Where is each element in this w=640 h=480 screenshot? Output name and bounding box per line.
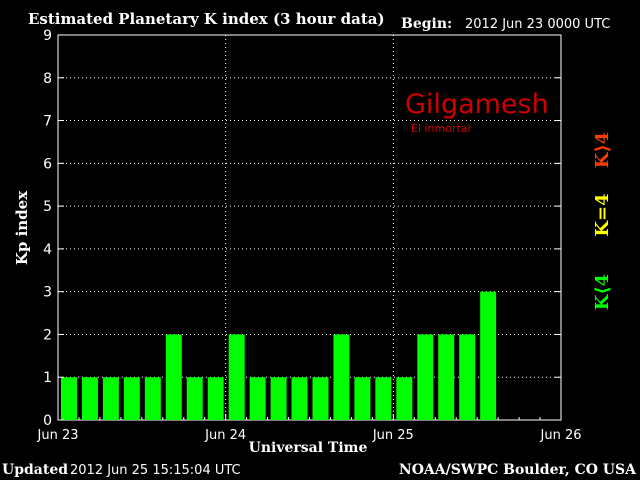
kp-bar bbox=[354, 377, 371, 420]
kp-bar bbox=[375, 377, 392, 420]
kp-bar bbox=[165, 334, 182, 420]
watermark-title: Gilgamesh bbox=[405, 89, 549, 120]
y-tick-label: 2 bbox=[43, 327, 52, 343]
kp-bar bbox=[249, 377, 266, 420]
y-tick-label: 3 bbox=[43, 285, 52, 301]
kp-bar bbox=[459, 334, 476, 420]
y-tick-label: 4 bbox=[43, 242, 52, 258]
legend-k-greater-4: K⟩4 bbox=[592, 132, 613, 168]
kp-bar bbox=[396, 377, 413, 420]
kp-bar bbox=[438, 334, 455, 420]
y-tick-label: 0 bbox=[43, 413, 52, 429]
updated-value: 2012 Jun 25 15:15:04 UTC bbox=[70, 463, 241, 478]
bars-group bbox=[61, 291, 497, 420]
x-tick-label: Jun 24 bbox=[204, 428, 246, 443]
kp-bar bbox=[228, 334, 245, 420]
begin-value: 2012 Jun 23 0000 UTC bbox=[465, 17, 610, 32]
y-tick-label: 1 bbox=[43, 370, 52, 386]
x-axis-label: Universal Time bbox=[249, 440, 368, 456]
kp-bar bbox=[61, 377, 77, 420]
kp-bar bbox=[81, 377, 98, 420]
credit-text: NOAA/SWPC Boulder, CO USA bbox=[399, 462, 637, 478]
kp-bar bbox=[312, 377, 329, 420]
grid-lines bbox=[58, 34, 561, 420]
y-tick-label: 5 bbox=[43, 199, 52, 215]
kp-bar bbox=[333, 334, 350, 420]
y-axis-label: Kp index bbox=[13, 190, 31, 265]
y-tick-label: 9 bbox=[43, 28, 52, 44]
x-axis-ticks: Jun 23 Jun 24 Jun 25 Jun 26 bbox=[37, 414, 582, 443]
kp-bar bbox=[144, 377, 161, 420]
x-tick-label: Jun 26 bbox=[540, 428, 582, 443]
kp-bar bbox=[207, 377, 224, 420]
x-tick-label: Jun 23 bbox=[37, 428, 79, 443]
kp-bar bbox=[186, 377, 203, 420]
y-tick-label: 7 bbox=[43, 114, 52, 130]
begin-label: Begin: bbox=[401, 16, 452, 32]
kp-bar bbox=[291, 377, 308, 420]
kp-bar bbox=[417, 334, 434, 420]
kp-bar bbox=[270, 377, 287, 420]
kp-bar bbox=[480, 291, 497, 420]
kp-bar bbox=[102, 377, 119, 420]
legend-k-less-4: K⟨4 bbox=[592, 274, 613, 310]
legend-k-equal-4: K=4 bbox=[592, 193, 613, 236]
y-axis-ticks: 0 1 2 3 4 5 6 7 8 9 bbox=[43, 28, 561, 429]
updated-label: Updated bbox=[2, 462, 68, 478]
y-tick-label: 8 bbox=[43, 71, 52, 87]
watermark-subtitle: El inmortal bbox=[411, 122, 471, 135]
x-tick-label: Jun 25 bbox=[372, 428, 414, 443]
y-tick-label: 6 bbox=[43, 156, 52, 172]
chart-title: Estimated Planetary K index (3 hour data… bbox=[28, 10, 385, 28]
kp-bar bbox=[123, 377, 140, 420]
